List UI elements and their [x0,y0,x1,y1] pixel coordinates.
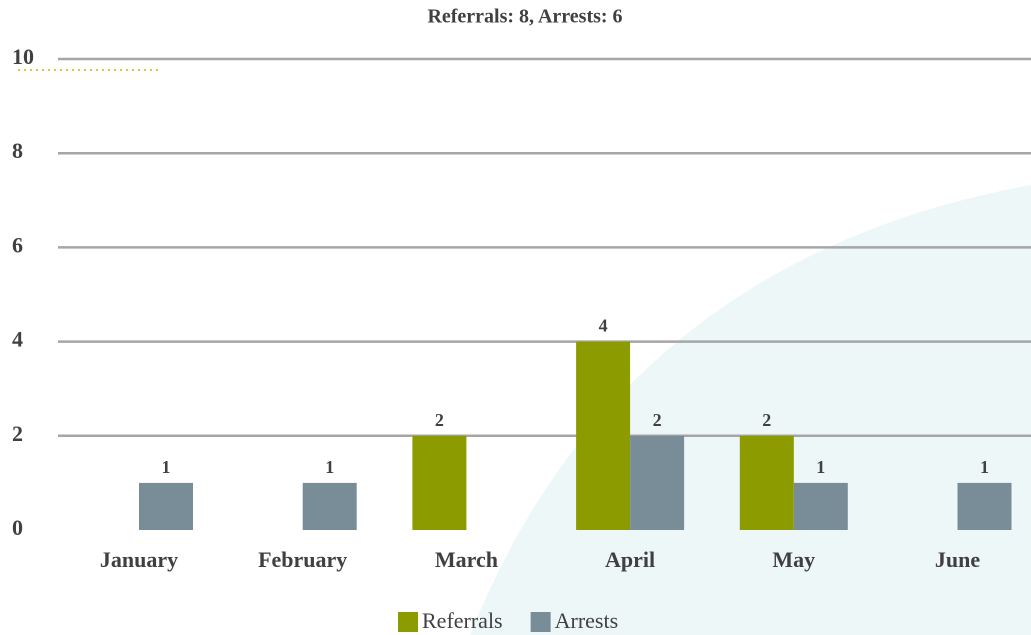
bar [793,482,848,530]
y-tick-label: 2 [12,421,23,446]
y-tick-label: 8 [12,138,23,163]
y-tick-label: 6 [12,232,23,257]
value-label: 2 [653,410,662,430]
value-label: 4 [599,316,608,336]
value-label: 1 [162,457,171,477]
x-tick-label: April [605,547,655,572]
value-label: 1 [816,457,825,477]
value-label: 2 [435,410,444,430]
value-label: 2 [762,410,771,430]
value-label: 1 [325,457,334,477]
legend-swatch [398,612,418,632]
legend-label: Arrests [555,608,619,633]
bar [630,435,685,530]
bar [412,435,467,530]
bar [139,482,193,530]
legend-swatch [530,612,551,632]
bar [957,482,1012,530]
x-tick-label: March [435,547,498,572]
y-tick-label: 10 [12,44,34,69]
legend-label: Referrals [422,608,503,633]
bar [739,435,794,530]
y-tick-label: 4 [12,327,23,352]
x-tick-label: June [935,547,980,572]
y-tick-label: 0 [12,515,23,540]
x-tick-label: May [772,547,815,572]
x-tick-label: February [258,547,347,572]
bar [576,341,631,530]
x-tick-label: January [100,547,178,572]
chart-title: Referrals: 8, Arrests: 6 [427,6,622,28]
bar [302,482,357,530]
value-label: 1 [980,457,989,477]
